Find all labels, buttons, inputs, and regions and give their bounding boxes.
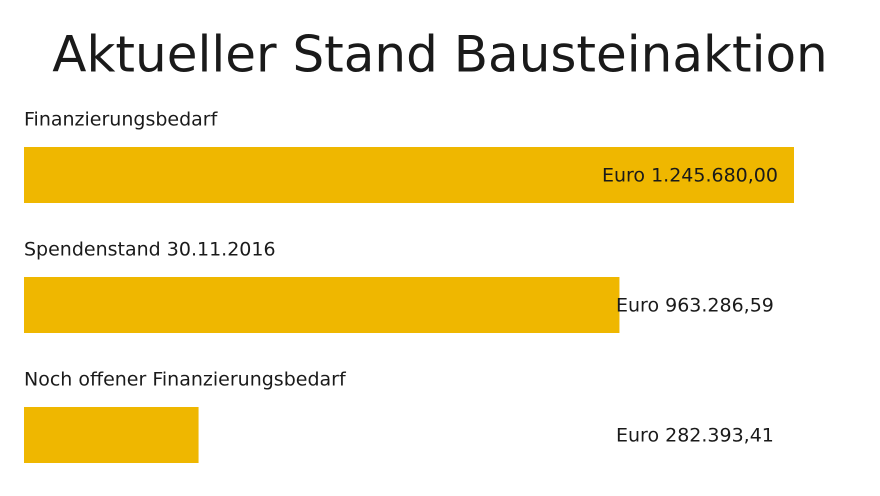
category-label: Spendenstand 30.11.2016 — [24, 239, 276, 261]
value-label: Euro 1.245.680,00 — [602, 165, 778, 187]
value-label: Euro 282.393,41 — [616, 425, 774, 447]
category-label: Noch offener Finanzierungsbedarf — [24, 369, 347, 391]
bar — [24, 277, 620, 333]
chart-title: Aktueller Stand Bausteinaktion — [52, 26, 828, 84]
category-label: Finanzierungsbedarf — [24, 109, 219, 131]
value-label: Euro 963.286,59 — [616, 295, 774, 317]
bar — [24, 407, 199, 463]
bar — [24, 147, 794, 203]
